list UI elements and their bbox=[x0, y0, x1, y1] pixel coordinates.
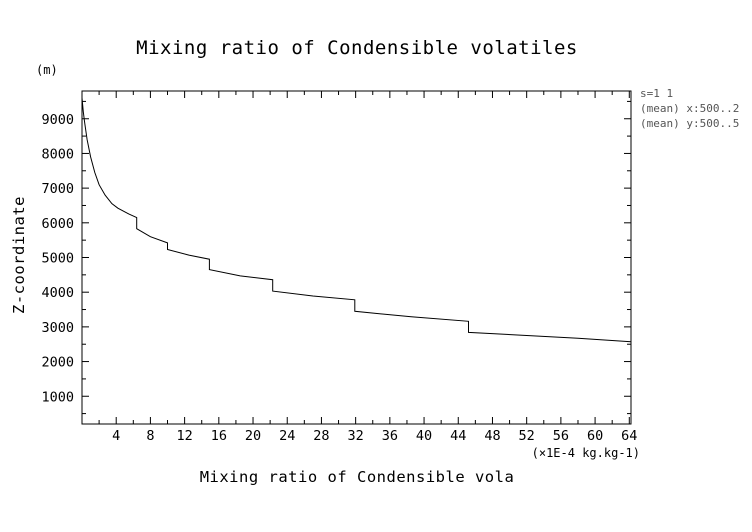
tick-labels-group: 4 8 12 16 20 24 28 32 36 40 44 48 52 56 60 641000200030… bbox=[41, 112, 637, 444]
plot-frame bbox=[81, 90, 632, 425]
y-tick-label: 6000 bbox=[41, 216, 74, 232]
x-tick-label: 56 bbox=[553, 428, 569, 444]
x-tick-label: 40 bbox=[416, 428, 432, 444]
annotation-line-3: (mean) y:500..5 bbox=[640, 117, 739, 130]
x-tick-label: 48 bbox=[484, 428, 500, 444]
y-tick-label: 7000 bbox=[41, 181, 74, 197]
x-tick-label: 20 bbox=[245, 428, 261, 444]
y-tick-label: 2000 bbox=[41, 355, 74, 371]
x-tick-label: 44 bbox=[450, 428, 466, 444]
y-tick-label: 4000 bbox=[41, 285, 74, 301]
y-tick-label: 9000 bbox=[41, 112, 74, 128]
y-tick-label: 3000 bbox=[41, 320, 74, 336]
x-tick-label: 28 bbox=[313, 428, 329, 444]
x-tick-label: 4 bbox=[112, 428, 120, 444]
x-tick-label: 16 bbox=[211, 428, 227, 444]
annotation-line-1: s=1 1 bbox=[640, 87, 673, 100]
x-axis-label: Mixing ratio of Condensible vola bbox=[200, 468, 515, 486]
y-tick-label: 5000 bbox=[41, 251, 74, 267]
x-tick-label: 24 bbox=[279, 428, 295, 444]
annotation-line-2: (mean) x:500..2 bbox=[640, 102, 739, 115]
x-tick-label: 52 bbox=[519, 428, 535, 444]
x-tick-label: 32 bbox=[348, 428, 364, 444]
x-unit-label: (×1E-4 kg.kg-1) bbox=[532, 446, 640, 460]
y-unit-label: (m) bbox=[36, 63, 58, 77]
x-tick-label: 36 bbox=[382, 428, 398, 444]
x-tick-label: 64 bbox=[621, 428, 637, 444]
ticks-group bbox=[82, 91, 631, 424]
y-tick-label: 1000 bbox=[41, 389, 74, 405]
y-tick-label: 8000 bbox=[41, 146, 74, 162]
x-tick-label: 8 bbox=[146, 428, 154, 444]
x-tick-label: 12 bbox=[176, 428, 192, 444]
annotations: s=1 1 (mean) x:500..2 (mean) y:500..5 bbox=[640, 87, 739, 130]
y-axis-label: Z-coordinate bbox=[10, 196, 28, 314]
chart-title: Mixing ratio of Condensible volatiles bbox=[136, 37, 578, 59]
x-tick-label: 60 bbox=[587, 428, 603, 444]
series-line bbox=[81, 97, 632, 343]
